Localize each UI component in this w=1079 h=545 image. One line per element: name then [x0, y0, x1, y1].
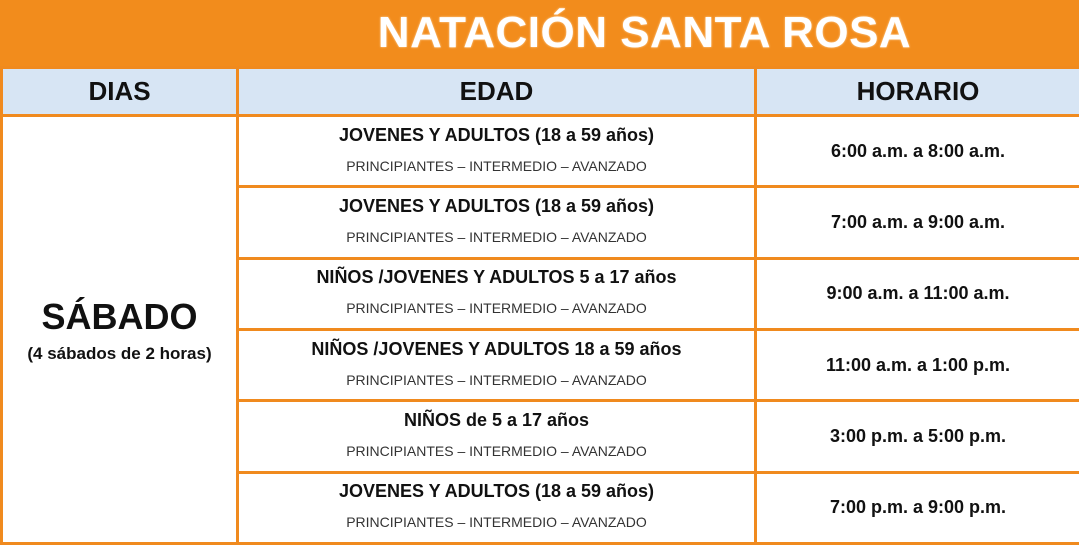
age-cell: JOVENES Y ADULTOS (18 a 59 años) PRINCIP…: [236, 185, 757, 260]
age-group: JOVENES Y ADULTOS (18 a 59 años): [338, 195, 655, 216]
time-cell: 6:00 a.m. a 8:00 a.m.: [754, 113, 1079, 189]
time-cell: 7:00 a.m. a 9:00 a.m.: [754, 185, 1079, 260]
age-group: NIÑOS de 5 a 17 años: [403, 409, 590, 430]
levels-text: PRINCIPIANTES – INTERMEDIO – AVANZADO: [346, 157, 647, 174]
header-schedule: HORARIO: [754, 66, 1079, 117]
table-row: JOVENES Y ADULTOS (18 a 59 años) PRINCIP…: [2, 185, 1079, 260]
age-cell: JOVENES Y ADULTOS (18 a 59 años) PRINCIP…: [236, 470, 757, 545]
day-name: SÁBADO: [41, 295, 198, 337]
levels-text: PRINCIPIANTES – INTERMEDIO – AVANZADO: [346, 300, 647, 317]
schedule-table: DIAS EDAD HORARIO SÁBADO (4 sábados de 2…: [0, 66, 1079, 545]
page-title-text: NATACIÓN SANTA ROSA: [377, 8, 912, 57]
age-group: NIÑOS /JOVENES Y ADULTOS 18 a 59 años: [311, 338, 682, 359]
levels-text: PRINCIPIANTES – INTERMEDIO – AVANZADO: [346, 514, 647, 531]
time-cell: 3:00 p.m. a 5:00 p.m.: [754, 399, 1079, 474]
age-group: NIÑOS /JOVENES Y ADULTOS 5 a 17 años: [316, 267, 677, 288]
header-days: DIAS: [0, 66, 239, 117]
levels-text: PRINCIPIANTES – INTERMEDIO – AVANZADO: [346, 442, 647, 459]
time-cell: 9:00 a.m. a 11:00 a.m.: [754, 256, 1079, 331]
day-cell: SÁBADO (4 sábados de 2 horas): [0, 114, 239, 545]
header-age: EDAD: [236, 66, 757, 117]
table-row: JOVENES Y ADULTOS (18 a 59 años) PRINCIP…: [2, 470, 1079, 545]
time-cell: 11:00 a.m. a 1:00 p.m.: [754, 327, 1079, 403]
page-title: NATACIÓN SANTA ROSA: [0, 0, 1079, 66]
header-row: DIAS EDAD HORARIO: [0, 66, 1079, 117]
age-cell: JOVENES Y ADULTOS (18 a 59 años) PRINCIP…: [236, 113, 757, 189]
levels-text: PRINCIPIANTES – INTERMEDIO – AVANZADO: [346, 228, 647, 245]
age-cell: NIÑOS de 5 a 17 años PRINCIPIANTES – INT…: [236, 399, 757, 474]
table-row: NIÑOS /JOVENES Y ADULTOS 5 a 17 años PRI…: [2, 256, 1079, 331]
time-cell: 7:00 p.m. a 9:00 p.m.: [754, 470, 1079, 545]
table-row: NIÑOS de 5 a 17 años PRINCIPIANTES – INT…: [2, 399, 1079, 474]
levels-text: PRINCIPIANTES – INTERMEDIO – AVANZADO: [346, 371, 647, 388]
table-row: NIÑOS /JOVENES Y ADULTOS 18 a 59 años PR…: [2, 327, 1079, 403]
age-cell: NIÑOS /JOVENES Y ADULTOS 5 a 17 años PRI…: [236, 256, 757, 331]
age-group: JOVENES Y ADULTOS (18 a 59 años): [338, 124, 655, 145]
age-cell: NIÑOS /JOVENES Y ADULTOS 18 a 59 años PR…: [236, 327, 757, 403]
day-note: (4 sábados de 2 horas): [27, 343, 212, 363]
age-group: JOVENES Y ADULTOS (18 a 59 años): [338, 481, 655, 502]
table-row: SÁBADO (4 sábados de 2 horas) JOVENES Y …: [0, 113, 1079, 545]
